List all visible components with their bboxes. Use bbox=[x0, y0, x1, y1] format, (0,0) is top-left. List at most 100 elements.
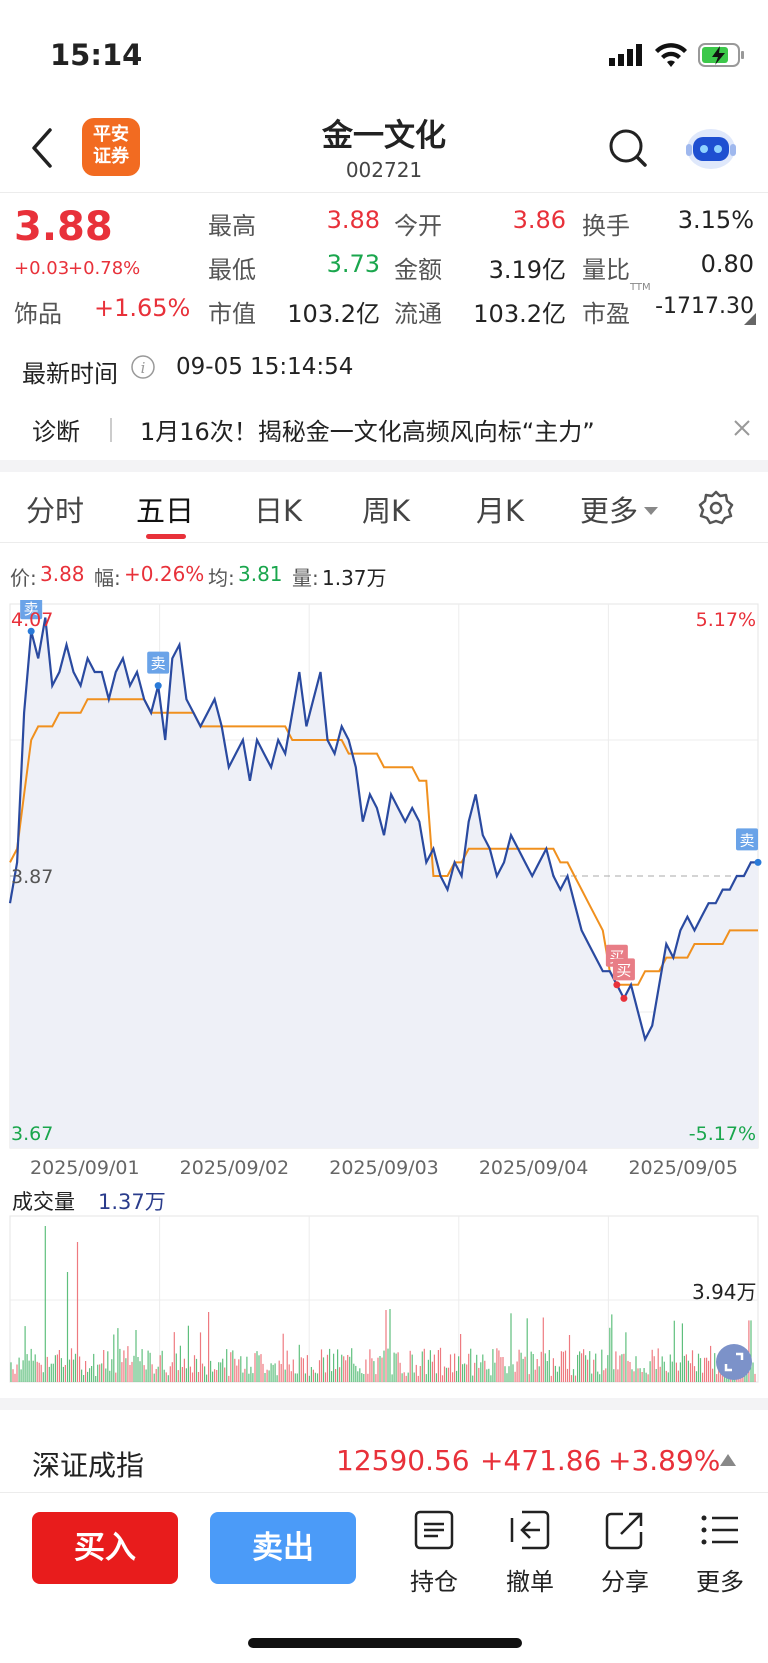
cancel-order-icon[interactable] bbox=[508, 1508, 552, 1556]
fullscreen-icon[interactable] bbox=[716, 1344, 752, 1380]
index-value: 12590.56 bbox=[336, 1444, 470, 1477]
search-icon[interactable] bbox=[608, 128, 648, 172]
info-avg-label: 均: bbox=[208, 566, 235, 590]
back-icon[interactable] bbox=[28, 126, 56, 174]
broker-logo: 平安 证券 bbox=[82, 118, 140, 176]
index-change: +471.86 bbox=[480, 1444, 602, 1477]
trade-marker-dot bbox=[620, 994, 628, 1002]
info-vol: 1.37万 bbox=[322, 566, 387, 590]
index-pct: +3.89% bbox=[608, 1444, 721, 1477]
sell-marker-badge bbox=[736, 828, 758, 851]
tab-five-day[interactable]: 五日 bbox=[136, 494, 195, 528]
avg-price-line bbox=[9, 698, 758, 986]
y-max-label: 4.07 bbox=[11, 609, 53, 631]
share-label[interactable]: 分享 bbox=[601, 1568, 649, 1596]
mcap-value: 103.2亿 bbox=[287, 300, 380, 328]
price-change: +0.03 bbox=[14, 258, 70, 279]
expand-corner-icon[interactable] bbox=[744, 310, 756, 329]
pct-min-label: -5.17% bbox=[689, 1123, 756, 1145]
tab-more[interactable]: 更多 bbox=[580, 494, 639, 528]
buy-marker-badge bbox=[612, 958, 635, 981]
current-price: 3.88 bbox=[14, 204, 113, 250]
sector-label: 饰品 bbox=[14, 300, 62, 328]
settings-gear-icon[interactable] bbox=[698, 490, 734, 530]
active-tab-indicator bbox=[146, 534, 186, 539]
x-axis-date-label: 2025/09/01 bbox=[30, 1157, 140, 1179]
volume-bar-chart[interactable] bbox=[0, 1214, 768, 1384]
y-mid-label: 3.87 bbox=[11, 866, 53, 888]
high-label: 最高 bbox=[208, 212, 256, 240]
holdings-icon[interactable] bbox=[412, 1508, 456, 1556]
battery-icon bbox=[698, 42, 746, 72]
float-label: 流通 bbox=[394, 300, 442, 328]
float-value: 103.2亿 bbox=[473, 300, 566, 328]
y-min-label: 3.67 bbox=[11, 1123, 53, 1145]
x-axis-date-label: 2025/09/04 bbox=[479, 1157, 589, 1179]
close-icon[interactable] bbox=[732, 418, 752, 442]
info-price: 3.88 bbox=[40, 562, 85, 586]
update-label: 最新时间 bbox=[22, 360, 118, 388]
dropdown-arrow-icon[interactable] bbox=[642, 502, 660, 521]
price-change-pct: +0.78% bbox=[68, 258, 141, 279]
holdings-label[interactable]: 持仓 bbox=[410, 1568, 458, 1596]
share-icon[interactable] bbox=[603, 1508, 647, 1556]
signal-icon bbox=[609, 44, 645, 70]
volume-label: 成交量 bbox=[12, 1190, 75, 1214]
info-price-label: 价: bbox=[10, 566, 37, 590]
price-area bbox=[10, 617, 758, 1148]
turnover-value: 3.15% bbox=[677, 206, 754, 234]
x-axis-date-label: 2025/09/02 bbox=[180, 1157, 290, 1179]
amount-label: 金额 bbox=[394, 256, 442, 284]
stock-code: 002721 bbox=[345, 158, 423, 182]
info-vol-label: 量: bbox=[292, 566, 319, 590]
trade-marker-dot bbox=[613, 981, 621, 989]
buy-marker-label: 买 bbox=[616, 961, 631, 979]
diagnosis-divider bbox=[110, 418, 112, 442]
vol-ratio-value: 0.80 bbox=[700, 250, 754, 278]
trade-marker-dot bbox=[27, 627, 35, 635]
pe-label: 市盈 bbox=[582, 300, 630, 328]
sector-pct[interactable]: +1.65% bbox=[94, 294, 191, 322]
vol-ratio-label: 量比 bbox=[582, 256, 630, 284]
sell-marker-badge bbox=[147, 651, 170, 674]
trade-marker-dot bbox=[154, 682, 162, 690]
mcap-label: 市值 bbox=[208, 300, 256, 328]
wifi-icon bbox=[654, 42, 688, 72]
low-value: 3.73 bbox=[326, 250, 380, 278]
sell-marker-label: 卖 bbox=[151, 655, 166, 673]
pct-max-label: 5.17% bbox=[696, 609, 756, 631]
robot-assistant-icon[interactable] bbox=[684, 122, 738, 176]
more-label[interactable]: 更多 bbox=[696, 1568, 744, 1596]
x-axis-date-label: 2025/09/05 bbox=[628, 1157, 738, 1179]
home-indicator bbox=[248, 1638, 522, 1648]
info-range: +0.26% bbox=[124, 562, 205, 586]
pe-value: -1717.30 bbox=[655, 294, 754, 319]
open-label: 今开 bbox=[394, 212, 442, 240]
cancel-order-label[interactable]: 撤单 bbox=[506, 1568, 554, 1596]
info-range-label: 幅: bbox=[94, 566, 121, 590]
tab-daily-k[interactable]: 日K bbox=[254, 494, 303, 528]
tab-weekly-k[interactable]: 周K bbox=[362, 494, 411, 528]
tab-intraday[interactable]: 分时 bbox=[26, 494, 85, 528]
info-icon[interactable]: i bbox=[130, 354, 156, 384]
expand-up-icon[interactable] bbox=[718, 1452, 738, 1472]
more-menu-icon[interactable] bbox=[698, 1508, 742, 1556]
index-name[interactable]: 深证成指 bbox=[32, 1449, 145, 1482]
pe-ttm-sup: TTM bbox=[630, 282, 651, 293]
diagnosis-label: 诊断 bbox=[32, 418, 80, 446]
diagnosis-text[interactable]: 1月16次！揭秘金一文化高频风向标“主力” bbox=[140, 418, 595, 446]
price-line bbox=[8, 617, 758, 1043]
volume-value: 1.37万 bbox=[98, 1190, 166, 1214]
high-value: 3.88 bbox=[326, 206, 380, 234]
sell-marker-label: 卖 bbox=[24, 600, 39, 618]
buy-button[interactable]: 买入 bbox=[32, 1512, 178, 1584]
svg-text:i: i bbox=[141, 359, 146, 377]
sell-button[interactable]: 卖出 bbox=[210, 1512, 356, 1584]
trade-marker-dot bbox=[754, 858, 762, 866]
tab-monthly-k[interactable]: 月K bbox=[476, 494, 525, 528]
status-time: 15:14 bbox=[50, 38, 143, 72]
update-time: 09-05 15:14:54 bbox=[176, 354, 354, 380]
stock-name: 金一文化 bbox=[322, 118, 446, 154]
sell-marker-badge bbox=[20, 600, 43, 620]
